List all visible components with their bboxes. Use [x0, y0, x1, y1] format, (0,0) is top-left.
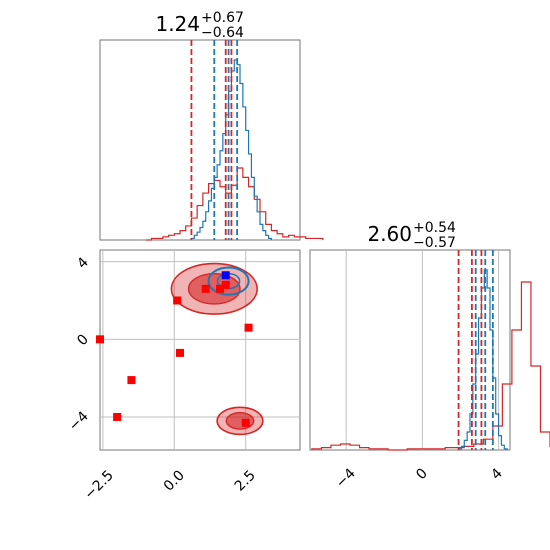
series-layer [145, 59, 324, 241]
histogram-series-red [311, 281, 550, 451]
histogram-series-red [145, 167, 324, 241]
histogram-panel-param1 [99, 39, 324, 241]
quantile-lines [190, 40, 239, 240]
scatter-panel [96, 249, 301, 451]
param2-title-sup: +0.54 [413, 220, 456, 236]
scatter-frame [99, 249, 301, 451]
scatter-point-red [127, 376, 136, 385]
histogram-frame [309, 249, 511, 451]
histogram-xtick-label: 0 [413, 466, 431, 484]
histogram-panel-param2 [309, 249, 550, 451]
param2-title-main: 2.60 [367, 222, 412, 246]
scatter-point-red [216, 284, 224, 293]
param1-title-sub: −0.64 [201, 25, 244, 41]
scatter-ytick-label: 0 [74, 332, 92, 350]
contour-outer-blue [207, 266, 250, 296]
scatter-point-red [176, 348, 184, 357]
scatter-ytick-label: 4 [74, 254, 92, 272]
histogram-frame [99, 39, 301, 241]
scatter-point-red [221, 280, 230, 289]
histogram-series-blue [457, 269, 508, 450]
scatter-point-red [173, 296, 182, 305]
scatter-point-red [96, 335, 104, 344]
param1-title-main: 1.24 [155, 12, 200, 36]
points-layer [96, 271, 253, 427]
series-layer [311, 269, 550, 451]
scatter-point-blue [221, 271, 230, 280]
scatter-ytick-label: −4 [66, 408, 92, 434]
scatter-point-red [244, 323, 253, 332]
scatter-point-red [241, 418, 250, 427]
param2-title-sub: −0.57 [413, 235, 456, 251]
scatter-xtick-label: 0.0 [161, 468, 188, 495]
scatter-xtick-label: 2.5 [232, 468, 259, 495]
scatter-xtick-label: −2.5 [81, 468, 116, 503]
scatter-point-red [201, 284, 210, 293]
histogram-xtick-label: −4 [333, 465, 359, 491]
quantile-lines [457, 250, 494, 450]
histogram-xtick-label: 4 [488, 465, 506, 483]
scatter-point-red [113, 412, 122, 421]
param1-title-sup: +0.67 [201, 10, 244, 26]
